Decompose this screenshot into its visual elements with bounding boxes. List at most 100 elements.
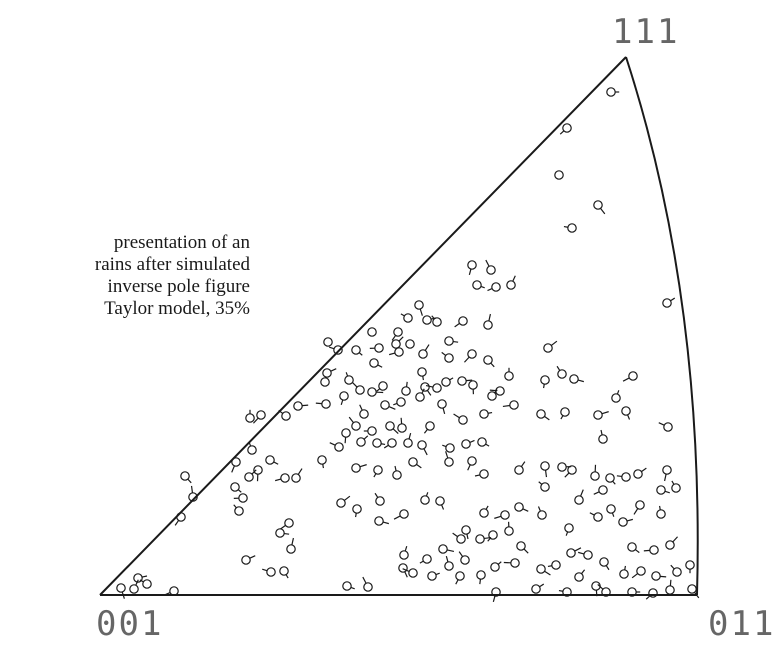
grain-marker bbox=[506, 275, 516, 290]
grain-marker bbox=[252, 410, 266, 424]
grain-marker bbox=[397, 417, 407, 433]
grain-marker bbox=[665, 579, 675, 595]
grain-marker bbox=[504, 521, 514, 536]
grain-marker bbox=[374, 516, 390, 526]
grain-marker bbox=[279, 566, 289, 579]
grain-marker bbox=[452, 532, 466, 544]
grain-marker bbox=[540, 461, 550, 478]
grain-marker bbox=[233, 493, 248, 503]
grain-marker bbox=[351, 345, 363, 356]
grain-marker bbox=[253, 465, 263, 482]
grain-marker bbox=[558, 587, 572, 597]
figure-caption: presentation of an rains after simulated… bbox=[0, 232, 250, 320]
grain-marker bbox=[329, 442, 344, 452]
grain-marker bbox=[441, 351, 454, 363]
grain-marker bbox=[420, 382, 432, 396]
grain-marker bbox=[399, 546, 409, 560]
grain-marker bbox=[489, 386, 505, 396]
grain-orientations bbox=[116, 87, 700, 603]
grain-marker bbox=[339, 391, 349, 405]
grain-marker bbox=[427, 571, 440, 581]
grain-marker bbox=[231, 457, 241, 473]
grain-marker bbox=[165, 586, 179, 596]
grain-marker bbox=[133, 573, 148, 583]
grain-marker bbox=[454, 316, 468, 328]
grain-marker bbox=[352, 382, 365, 395]
grain-marker bbox=[503, 558, 520, 568]
grain-marker bbox=[317, 455, 327, 469]
grain-marker bbox=[536, 564, 551, 576]
grain-marker bbox=[461, 439, 475, 449]
grain-marker bbox=[514, 502, 529, 512]
grain-marker bbox=[329, 345, 343, 355]
grain-marker bbox=[593, 485, 608, 495]
grain-marker bbox=[444, 451, 454, 467]
grain-marker bbox=[483, 313, 493, 330]
grain-marker bbox=[230, 482, 242, 493]
grain-marker bbox=[348, 416, 361, 431]
grain-marker bbox=[278, 409, 291, 421]
grain-marker bbox=[662, 465, 672, 482]
grain-marker bbox=[363, 426, 377, 436]
grain-marker bbox=[514, 461, 526, 475]
grain-marker bbox=[536, 409, 550, 421]
grain-marker bbox=[356, 435, 369, 447]
grain-marker bbox=[373, 465, 383, 478]
grain-marker bbox=[369, 358, 383, 368]
grain-marker bbox=[645, 588, 658, 600]
grain-marker bbox=[687, 584, 700, 599]
grain-marker bbox=[315, 399, 331, 409]
grain-marker bbox=[543, 340, 558, 353]
grain-marker bbox=[415, 388, 425, 402]
grain-marker bbox=[651, 571, 667, 581]
grain-marker bbox=[293, 401, 309, 411]
grain-marker bbox=[590, 464, 600, 481]
grain-marker bbox=[369, 343, 384, 353]
grain-marker bbox=[685, 560, 695, 574]
grain-marker bbox=[323, 337, 333, 347]
grain-marker bbox=[472, 280, 485, 290]
grain-marker bbox=[444, 336, 459, 346]
grain-marker bbox=[599, 557, 610, 571]
grain-marker bbox=[574, 569, 586, 582]
grain-marker bbox=[593, 200, 606, 215]
grain-marker bbox=[461, 525, 471, 540]
grain-marker bbox=[658, 422, 673, 432]
grain-marker bbox=[391, 336, 404, 349]
grain-marker bbox=[618, 517, 634, 527]
grain-marker bbox=[487, 530, 498, 542]
grain-marker bbox=[665, 536, 679, 550]
grain-marker bbox=[463, 349, 477, 363]
grain-marker bbox=[374, 492, 385, 506]
grain-marker bbox=[627, 542, 640, 554]
grain-marker bbox=[425, 383, 442, 393]
stereographic-triangle bbox=[99, 56, 699, 596]
grain-marker bbox=[455, 571, 465, 585]
corner-label-111: 111 bbox=[612, 12, 680, 52]
grain-marker bbox=[556, 365, 567, 379]
grain-marker bbox=[457, 376, 473, 386]
grain-marker bbox=[597, 583, 611, 597]
grain-marker bbox=[502, 400, 519, 410]
grain-marker bbox=[537, 506, 547, 520]
grain-marker bbox=[593, 410, 609, 420]
grain-marker bbox=[233, 504, 244, 516]
grain-marker bbox=[564, 465, 577, 478]
grain-marker bbox=[531, 583, 545, 594]
grain-marker bbox=[487, 389, 498, 401]
grain-marker bbox=[504, 367, 514, 381]
grain-marker bbox=[262, 567, 276, 577]
grain-marker bbox=[341, 428, 351, 444]
grain-marker bbox=[392, 465, 402, 480]
caption-line-4: Taylor model, 35% bbox=[104, 298, 250, 319]
grain-marker bbox=[393, 397, 406, 407]
grain-marker bbox=[467, 260, 477, 276]
grain-marker bbox=[633, 500, 645, 515]
grain-marker bbox=[342, 581, 355, 591]
grain-marker bbox=[174, 512, 186, 526]
triangle-edge-001-111 bbox=[99, 56, 627, 596]
grain-marker bbox=[560, 407, 570, 420]
grain-marker bbox=[494, 510, 510, 520]
grain-marker bbox=[376, 381, 388, 392]
